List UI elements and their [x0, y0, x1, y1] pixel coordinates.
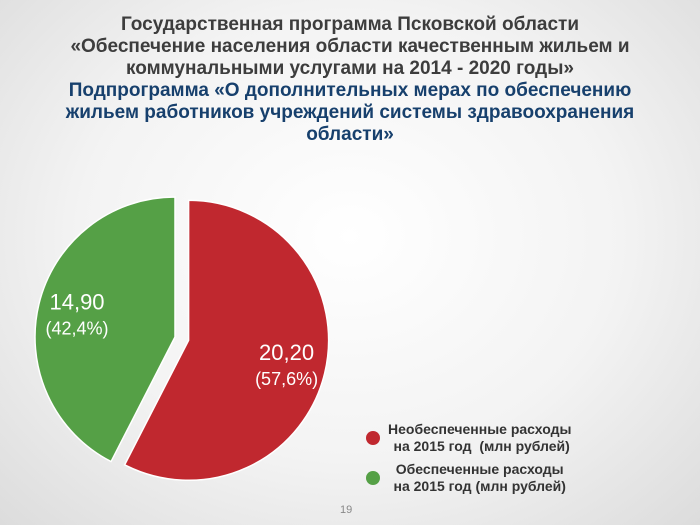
legend-swatch [366, 471, 380, 485]
legend-label: Обеспеченные расходы на 2015 год (млн ру… [393, 461, 566, 494]
slide-title-line: Государственная программа Псковской обла… [120, 14, 580, 35]
pie-slice [34, 196, 176, 463]
slide-subtitle-line: области» [306, 124, 394, 145]
legend-item: Обеспеченные расходы на 2015 год (млн ру… [364, 461, 571, 495]
slide-title-block: Государственная программа Псковской обла… [20, 14, 680, 146]
legend-swatch [366, 431, 380, 445]
legend-label: Необеспеченные расходы на 2015 год (млн … [388, 421, 572, 454]
slice-value-label: 14,90 [49, 289, 104, 314]
slide-title-line: «Обеспечение населения области качествен… [70, 36, 630, 57]
slice-percent-label: (42,4%) [46, 318, 109, 338]
pie-slice [123, 199, 330, 482]
slide-subtitle-line: жильем работников учреждений системы здр… [65, 102, 635, 123]
slice-percent-label: (57,6%) [255, 369, 318, 389]
chart-legend: Необеспеченные расходы на 2015 год (млн … [364, 421, 571, 501]
page-number: 19 [340, 504, 353, 516]
slide-subtitle-line: Подпрограмма «О дополнительных мерах по … [68, 80, 632, 101]
slide-title-line: коммунальными услугами на 2014 - 2020 го… [126, 58, 574, 79]
legend-item: Необеспеченные расходы на 2015 год (млн … [364, 421, 571, 455]
slice-value-label: 20,20 [259, 340, 314, 365]
